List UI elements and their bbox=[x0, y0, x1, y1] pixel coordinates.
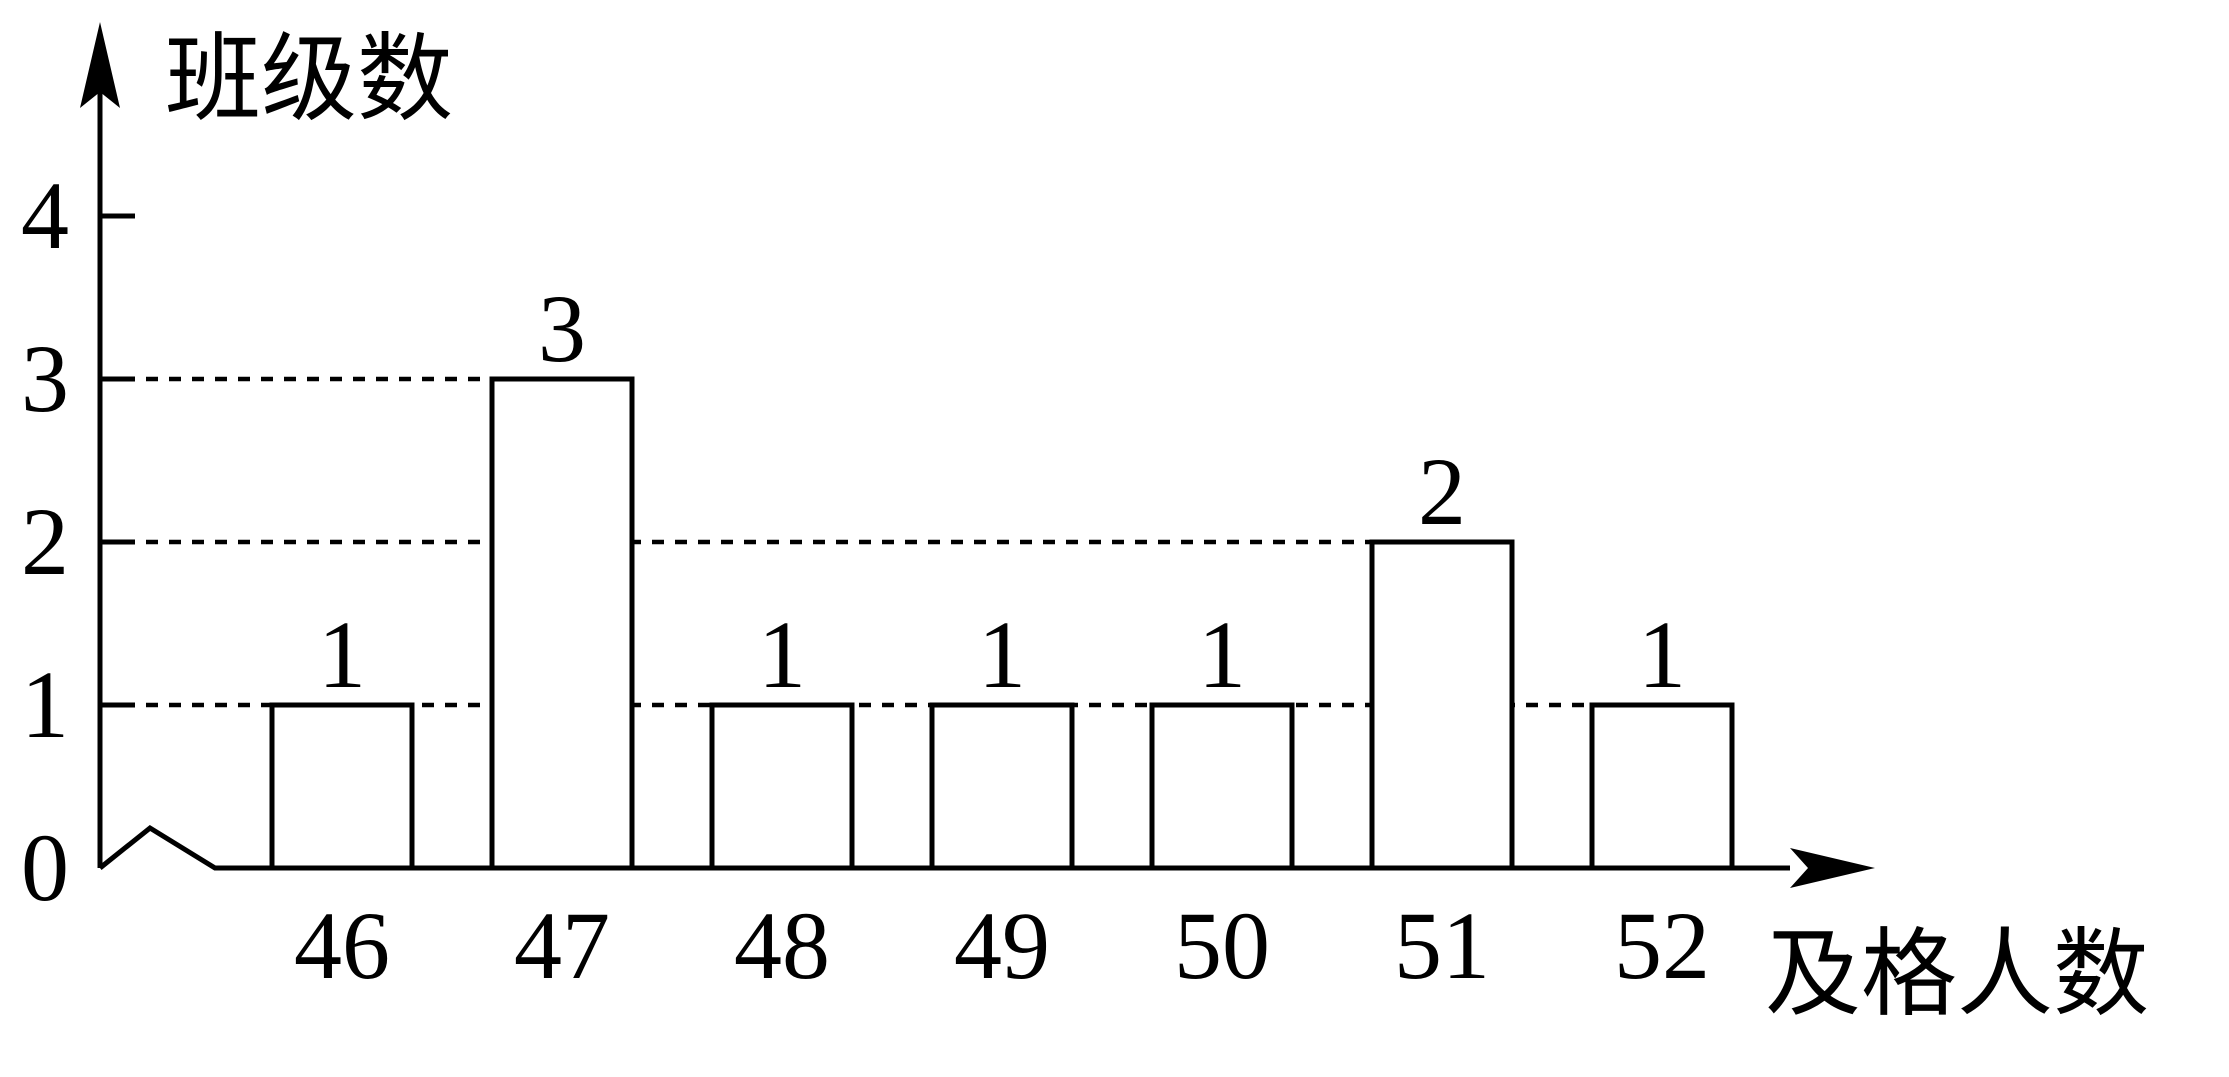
y-axis-arrow bbox=[80, 22, 120, 108]
x-tick-label-46: 46 bbox=[294, 892, 390, 999]
x-tick-label-52: 52 bbox=[1614, 892, 1710, 999]
y-axis-label: 班级数 bbox=[165, 23, 453, 135]
x-axis-label: 及格人数 bbox=[1765, 918, 2149, 1030]
bar-label-46: 1 bbox=[318, 601, 366, 708]
y-tick-label-0: 0 bbox=[21, 814, 69, 921]
bar-46 bbox=[269, 702, 415, 871]
x-tick-label-48: 48 bbox=[734, 892, 830, 999]
x-tick-label-47: 47 bbox=[514, 892, 610, 999]
bar-50 bbox=[1149, 702, 1295, 871]
y-ticks: 0 1 2 3 4 bbox=[21, 162, 135, 921]
bar-label-48: 1 bbox=[758, 601, 806, 708]
y-tick-label-4: 4 bbox=[21, 162, 69, 269]
bar-49 bbox=[929, 702, 1075, 871]
bar-label-51: 2 bbox=[1418, 438, 1466, 545]
bar-label-47: 3 bbox=[538, 275, 586, 382]
bar-label-52: 1 bbox=[1638, 601, 1686, 708]
bar-data-labels: 1 3 1 1 1 2 1 bbox=[318, 275, 1686, 708]
y-tick-label-3: 3 bbox=[21, 325, 69, 432]
bar-label-50: 1 bbox=[1198, 601, 1246, 708]
bar-47 bbox=[489, 376, 635, 871]
x-tick-label-50: 50 bbox=[1174, 892, 1270, 999]
axes bbox=[80, 22, 1875, 888]
x-tick-labels: 46 47 48 49 50 51 52 bbox=[294, 892, 1710, 999]
bar-label-49: 1 bbox=[978, 601, 1026, 708]
y-tick-label-1: 1 bbox=[21, 651, 69, 758]
x-tick-label-49: 49 bbox=[954, 892, 1050, 999]
x-tick-label-51: 51 bbox=[1394, 892, 1490, 999]
bar-51 bbox=[1369, 539, 1515, 871]
x-axis-line bbox=[98, 824, 1790, 871]
bar-52 bbox=[1589, 702, 1735, 871]
x-axis-arrow bbox=[1790, 848, 1875, 888]
bar-48 bbox=[709, 702, 855, 871]
bars bbox=[269, 376, 1735, 871]
y-tick-label-2: 2 bbox=[21, 488, 69, 595]
